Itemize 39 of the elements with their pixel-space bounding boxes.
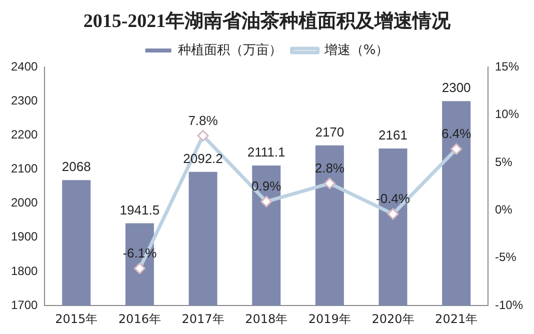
y-tick-label: 1700: [10, 298, 38, 312]
data-label: 2170: [315, 124, 344, 140]
point: [197, 130, 209, 142]
data-label: 2161: [378, 128, 408, 143]
y2-tick-label: -10%: [494, 298, 524, 312]
y-tick-label: 2000: [10, 196, 38, 210]
y-tick-label: 2200: [10, 127, 38, 142]
y2-tick-label: 5%: [494, 154, 513, 169]
point: [134, 262, 146, 274]
y2-tick-label: 0%: [494, 202, 513, 216]
y-tick-label: 1900: [10, 230, 38, 244]
x-tick-label: 2020年: [372, 312, 414, 326]
chart-title: 2015-2021年湖南省油茶种植面积及增速情况: [82, 10, 452, 34]
y-tick-label: 1800: [10, 264, 38, 278]
x-tick-label: 2017年: [182, 312, 224, 326]
legend-label: 增速（%）: [323, 42, 389, 58]
point: [324, 178, 336, 190]
data-label: 2.8%: [314, 160, 345, 176]
y-tick-label: 2300: [10, 93, 38, 108]
data-label: 2300: [442, 80, 471, 96]
x-tick-label: 2015年: [55, 312, 98, 326]
point: [260, 196, 272, 208]
point: [387, 208, 399, 220]
y-tick-label: 2400: [10, 59, 38, 74]
point: [450, 143, 462, 155]
data-label: 1941.5: [120, 202, 160, 218]
data-label: 2092.2: [183, 150, 223, 166]
x-tick-label: 2019年: [308, 312, 351, 326]
y2-tick-label: 15%: [494, 59, 520, 74]
x-tick-label: 2016年: [118, 312, 161, 326]
x-tick-label: 2021年: [435, 312, 478, 326]
data-label: 7.8%: [188, 112, 218, 128]
data-label: 2111.1: [247, 144, 286, 160]
x-tick-label: 2018年: [245, 312, 288, 326]
y2-tick-label: -5%: [494, 250, 517, 264]
y-tick-label: 2100: [10, 162, 38, 176]
y2-tick-label: 10%: [494, 107, 520, 122]
legend-label: 种植面积（万亩）: [178, 42, 282, 58]
data-label: 2068: [62, 159, 91, 174]
